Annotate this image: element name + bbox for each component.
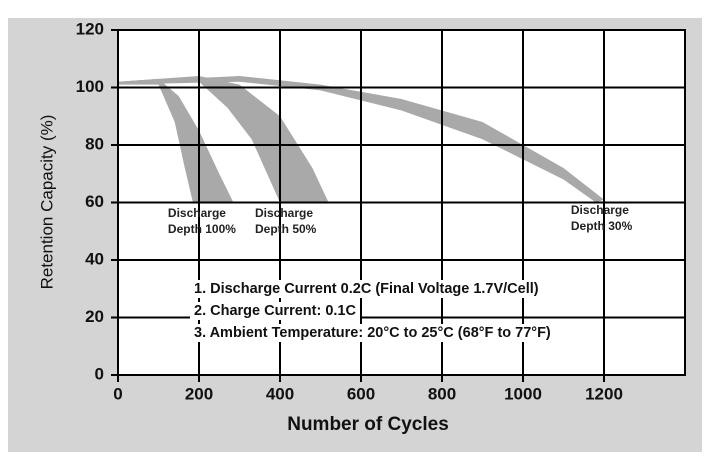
annotation: 2. Charge Current: 0.1C — [190, 302, 360, 320]
band-label: Discharge Depth 50% — [255, 205, 317, 236]
band-label: Discharge Depth 100% — [167, 205, 236, 236]
y-tick-label: 100 — [76, 77, 104, 96]
y-tick-label: 60 — [85, 192, 104, 211]
band-label: Discharge Depth 30% — [570, 202, 633, 233]
plot-frame — [117, 29, 686, 376]
band-area — [118, 78, 234, 203]
annotation: 1. Discharge Current 0.2C (Final Voltage… — [190, 280, 543, 298]
x-tick-label: 200 — [185, 384, 213, 403]
x-axis-label: Number of Cycles — [287, 414, 449, 435]
x-tick-label: 600 — [347, 384, 375, 403]
band-area — [118, 76, 329, 203]
x-tick-label: 400 — [266, 384, 294, 403]
bands — [118, 76, 604, 203]
y-tick-label: 80 — [85, 134, 104, 153]
y-tick-label: 20 — [85, 307, 104, 326]
x-tick-label: 1000 — [504, 384, 542, 403]
y-tick-label: 120 — [76, 19, 104, 38]
x-tick-label: 800 — [428, 384, 456, 403]
annotation: 3. Ambient Temperature: 20°C to 25°C (68… — [190, 324, 555, 342]
y-tick-label: 0 — [95, 364, 104, 383]
y-tick-label: 40 — [85, 249, 104, 268]
y-axis-label: Retention Capacity (%) — [37, 115, 56, 290]
x-tick-label: 1200 — [585, 384, 623, 403]
x-tick-label: 0 — [113, 384, 122, 403]
band-area — [118, 76, 604, 203]
